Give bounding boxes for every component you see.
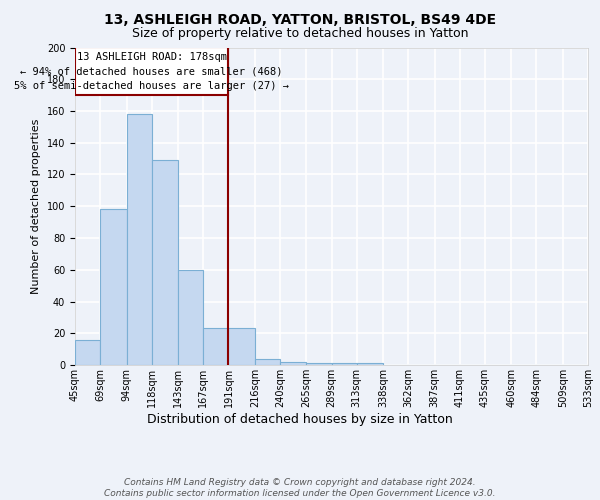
Bar: [75, 48, 229, 95]
Text: 13, ASHLEIGH ROAD, YATTON, BRISTOL, BS49 4DE: 13, ASHLEIGH ROAD, YATTON, BRISTOL, BS49…: [104, 12, 496, 26]
Text: 13 ASHLEIGH ROAD: 178sqm: 13 ASHLEIGH ROAD: 178sqm: [77, 52, 227, 62]
Text: Size of property relative to detached houses in Yatton: Size of property relative to detached ho…: [132, 28, 468, 40]
Text: Distribution of detached houses by size in Yatton: Distribution of detached houses by size …: [147, 412, 453, 426]
Bar: [280, 362, 306, 365]
Bar: [178, 270, 203, 365]
Bar: [203, 328, 229, 365]
Bar: [152, 160, 178, 365]
Text: 5% of semi-detached houses are larger (27) →: 5% of semi-detached houses are larger (2…: [14, 80, 289, 90]
Y-axis label: Number of detached properties: Number of detached properties: [31, 118, 41, 294]
Bar: [100, 210, 127, 365]
Text: Contains HM Land Registry data © Crown copyright and database right 2024.
Contai: Contains HM Land Registry data © Crown c…: [104, 478, 496, 498]
Bar: [229, 328, 255, 365]
Bar: [331, 364, 357, 365]
Bar: [255, 358, 280, 365]
Bar: [75, 340, 100, 365]
Bar: [127, 114, 152, 365]
Text: ← 94% of detached houses are smaller (468): ← 94% of detached houses are smaller (46…: [20, 66, 283, 76]
Bar: [357, 364, 383, 365]
Bar: [306, 364, 331, 365]
